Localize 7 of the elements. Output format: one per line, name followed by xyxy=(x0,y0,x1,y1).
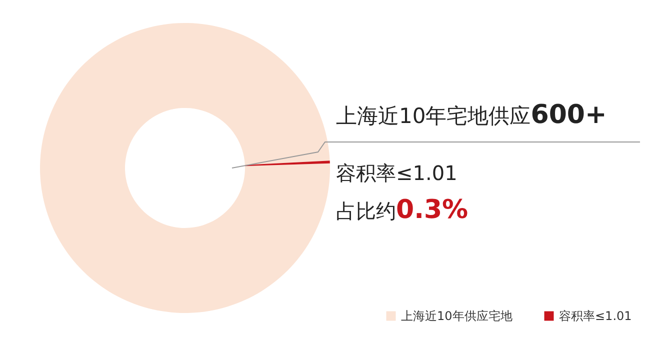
donut-slice xyxy=(40,23,330,313)
legend-label: 容积率≤1.01 xyxy=(559,309,632,323)
donut-slice xyxy=(244,160,330,166)
text: 占比约0.3% xyxy=(336,195,468,225)
legend-label: 上海近10年供应宅地 xyxy=(401,309,512,323)
text: 上海近10年宅地供应600+ xyxy=(336,100,607,130)
text: 容积率≤1.01 xyxy=(336,160,458,187)
